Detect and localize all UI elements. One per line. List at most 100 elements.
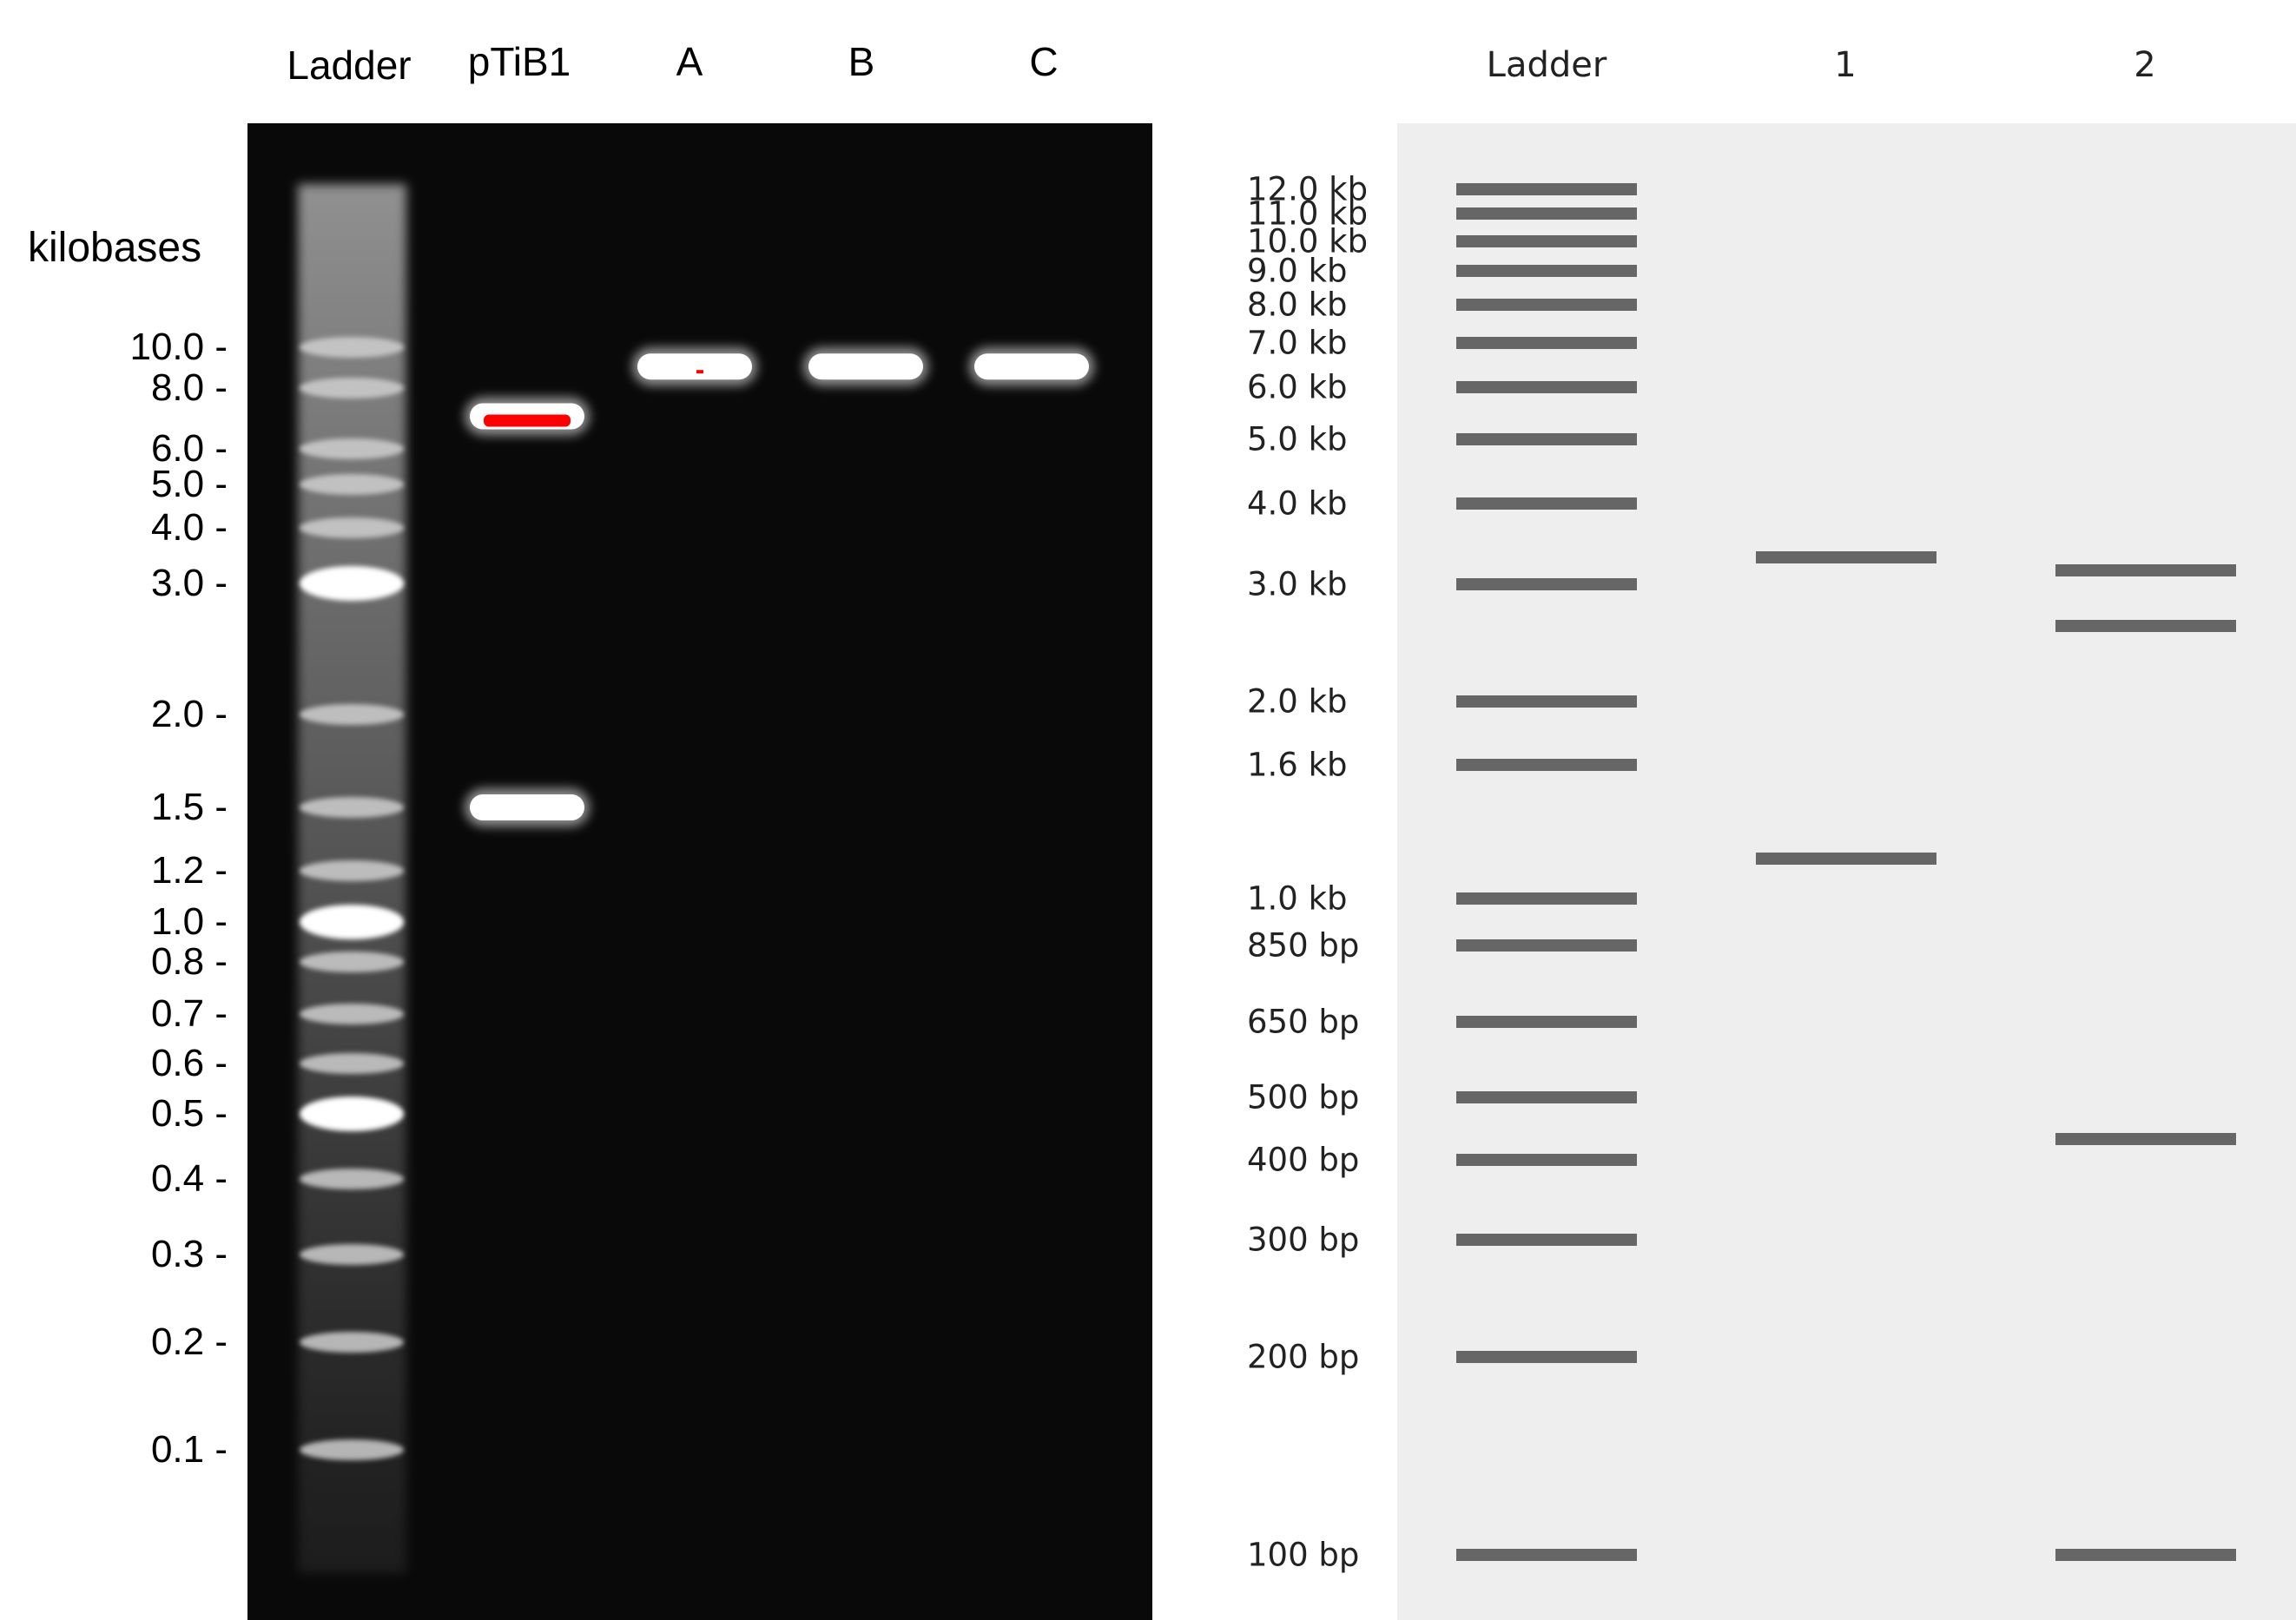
sim-band [1456,1016,1637,1029]
sim-band [1456,892,1637,905]
sim-ladder-label: 650 bp [1247,1003,1360,1041]
gel-size-ticks: 10.0 -8.0 - 6.0 -5.0 -4.0 - 3.0 - 2.0 - 1.5 … [0,0,228,1603]
sim-ladder-label: 400 bp [1247,1141,1360,1179]
sim-ladder-label: 5.0 kb [1247,420,1348,458]
gel-tick-label: 6.0 - [150,427,228,470]
ladder-band [300,566,404,601]
gel-tick-label: 3.0 - [150,562,228,604]
gel-tick-label: 0.7 - [150,992,228,1035]
gel-lane-label-b: B [848,39,875,84]
sample-band [465,397,590,436]
ladder-band [300,704,404,725]
sim-ladder-label: 4.0 kb [1247,484,1348,523]
sim-ladder-label: 500 bp [1247,1078,1360,1116]
sim-band [1456,234,1637,247]
sim-ladder-label: 7.0 kb [1247,324,1348,362]
ladder-band [300,438,404,459]
sim-lane-label-ladder: Ladder [1486,45,1607,85]
sample-band [803,347,928,386]
sim-band [1456,1153,1637,1166]
sim-band [1456,1549,1637,1561]
gel-tick-label: 0.4 - [150,1157,228,1200]
sim-band [1756,853,1936,866]
gel-lane-label-a: A [676,39,703,84]
sim-ladder-label: 1.6 kb [1247,746,1348,784]
sim-band [1456,759,1637,772]
sim-ladder-label: 8.0 kb [1247,286,1348,324]
sim-ladder-label: 11.0 kb [1247,194,1369,233]
gel-tick-label: 0.2 - [150,1320,228,1363]
gel-lane-label-c: C [1029,39,1059,84]
ladder-band [300,378,404,398]
gel-tick-label: 2.0 - [150,693,228,735]
ladder-band [300,1439,404,1460]
sample-band [969,347,1094,386]
gel-tick-label: 0.5 - [150,1092,228,1135]
ladder-band [300,905,404,939]
gel-photo [247,123,1152,1620]
sim-band [2055,1549,2236,1561]
sim-band [1456,1351,1637,1363]
sim-band [2055,564,2236,577]
sim-ladder-label: 3.0 kb [1247,565,1348,603]
sim-band [2055,1133,2236,1146]
kilobases-axis-title: kilobases [28,225,202,271]
sim-ladder-label: 12.0 kb [1247,170,1369,208]
gel-lane-label-ptib1: pTiB1 [467,39,571,84]
sim-band [1456,381,1637,393]
sim-ladder-label: 1.0 kb [1247,879,1348,918]
sim-band [1456,497,1637,510]
gel-tick-label: 0.8 - [150,940,228,983]
sim-ladder-label: 100 bp [1247,1536,1360,1574]
sim-band [1456,938,1637,952]
gel-tick-label: 0.3 - [150,1233,228,1275]
sim-band [1456,183,1637,195]
sample-band [632,347,757,386]
sim-band [1456,695,1637,708]
sim-ladder-label: 6.0 kb [1247,368,1348,406]
gel-tick-label: 4.0 - [150,506,228,549]
sim-ladder-label: 200 bp [1247,1338,1360,1376]
ladder-band [300,1244,404,1265]
ladder-band [300,1332,404,1353]
ladder-band [300,797,404,818]
sim-band [1456,1091,1637,1103]
gel-photo-canvas [298,184,1094,1573]
sim-lane-label-1: 1 [1834,45,1857,85]
ladder-band [300,952,404,972]
sim-band [1456,207,1637,221]
sim-band [1456,578,1637,590]
sim-lane-label-2: 2 [2134,45,2156,85]
simulated-gel [1397,123,2296,1620]
gel-tick-label: 0.6 - [150,1042,228,1084]
gel-tick-label: 0.1 - [150,1428,228,1471]
sim-band [1756,551,1936,564]
sim-band [1456,298,1637,311]
sim-ladder-label: 10.0 kb [1247,222,1369,260]
sim-band [1456,265,1637,277]
gel-tick-label: 1.2 - [150,849,228,892]
ladder-band [300,517,404,538]
sim-band [1456,1234,1637,1246]
gel-tick-label: 10.0 - [129,326,228,368]
gel-tick-label: 1.5 - [150,786,228,828]
ladder-band [300,337,404,358]
sim-ladder-label: 850 bp [1247,926,1360,965]
sim-ladder-label: 9.0 kb [1247,252,1348,290]
sim-ladder-label: 300 bp [1247,1221,1360,1259]
gel-tick-label: 8.0 - [150,366,228,409]
gel-tick-label: 1.0 - [150,900,228,943]
ladder-band [300,474,404,495]
gel-lane-label-ladder: Ladder [287,43,412,88]
ladder-band [300,1053,404,1074]
sample-band [465,788,590,826]
sim-ladder-label: 2.0 kb [1247,682,1348,721]
sim-band [1456,337,1637,350]
sim-band [2055,619,2236,632]
ladder-band [300,1004,404,1024]
sim-band [1456,433,1637,446]
ladder-band [300,1096,404,1131]
ladder-band [300,1169,404,1189]
gel-tick-label: 5.0 - [150,463,228,505]
ladder-band [300,860,404,881]
